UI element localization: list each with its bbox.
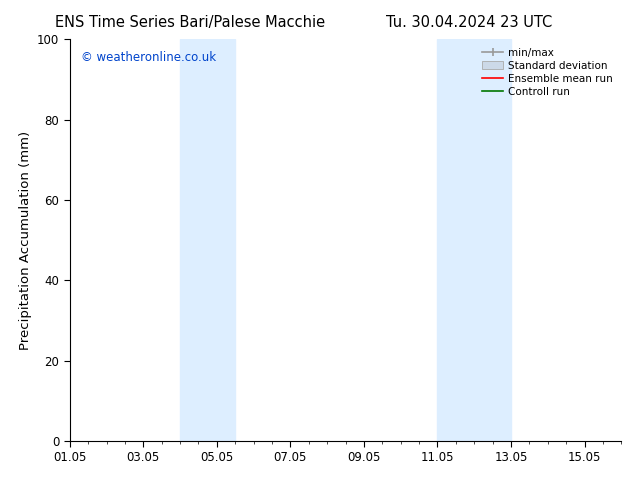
Text: Tu. 30.04.2024 23 UTC: Tu. 30.04.2024 23 UTC — [386, 15, 552, 30]
Text: ENS Time Series Bari/Palese Macchie: ENS Time Series Bari/Palese Macchie — [55, 15, 325, 30]
Bar — [180, 39, 235, 441]
Text: © weatheronline.co.uk: © weatheronline.co.uk — [81, 51, 216, 64]
Bar — [437, 39, 511, 441]
Legend: min/max, Standard deviation, Ensemble mean run, Controll run: min/max, Standard deviation, Ensemble me… — [479, 45, 616, 100]
Y-axis label: Precipitation Accumulation (mm): Precipitation Accumulation (mm) — [18, 130, 32, 350]
